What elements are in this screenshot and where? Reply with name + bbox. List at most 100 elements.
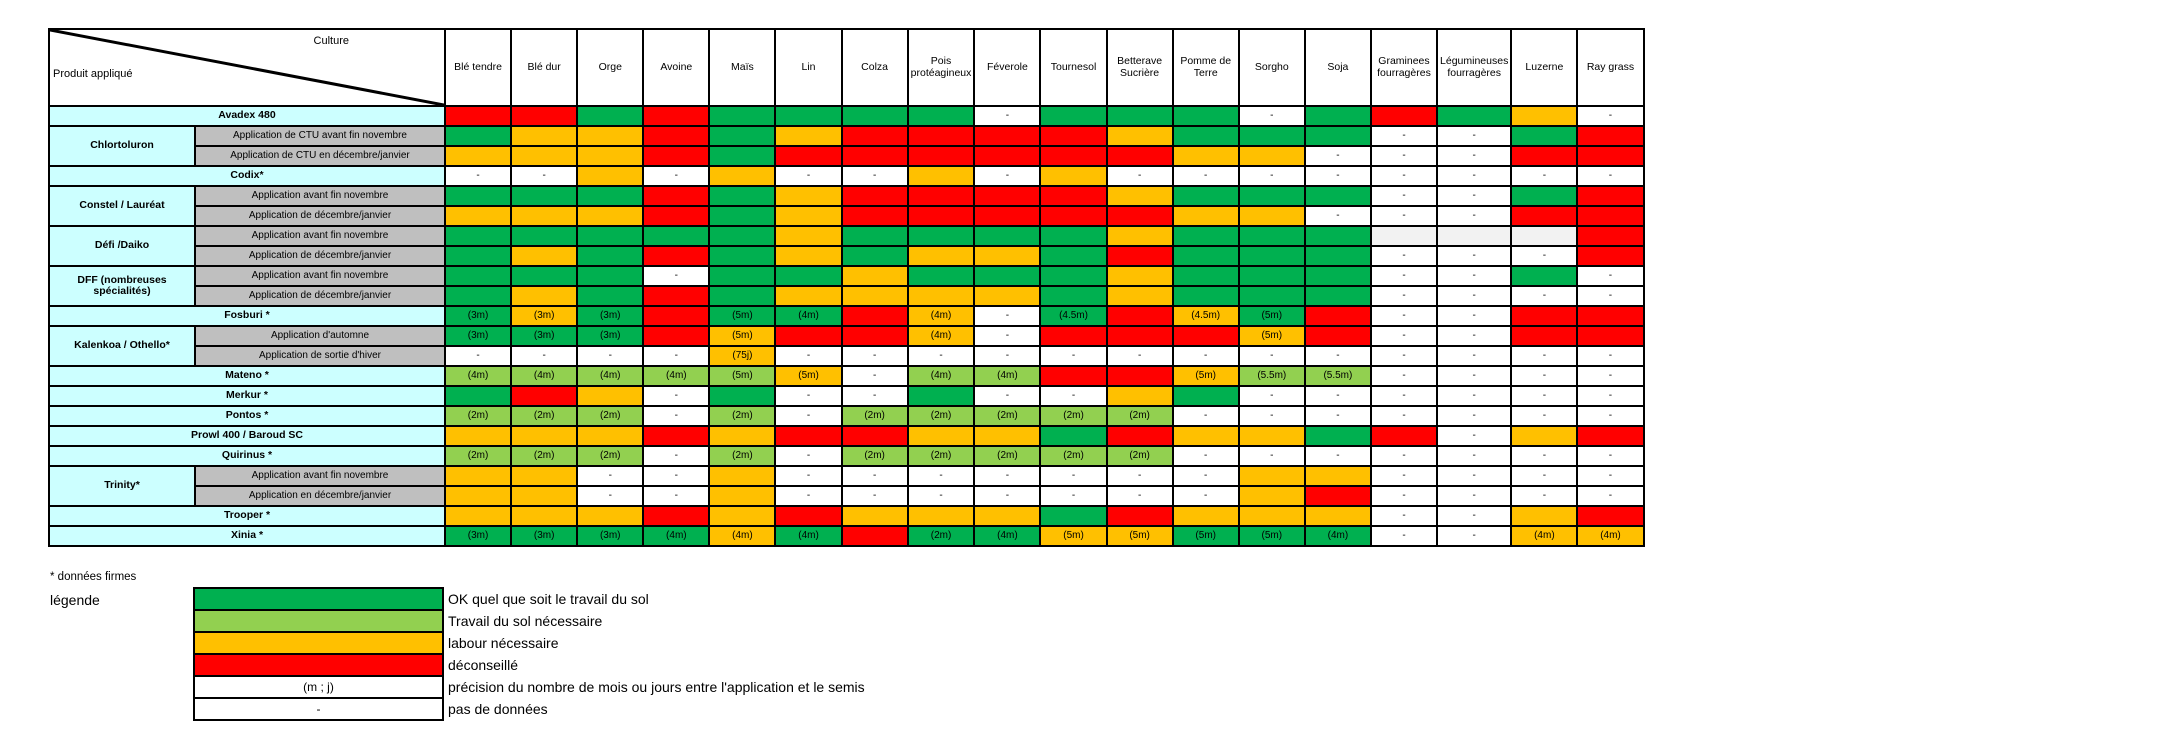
- compatibility-cell: [443, 245, 513, 267]
- compatibility-cell: (4m): [774, 525, 843, 547]
- table-row: Quirinus * (2m) (2m) (2m) - (2m) - (2m) (2m) (2m)…: [48, 445, 1645, 467]
- compatibility-cell: -: [1436, 505, 1513, 527]
- compatibility-cell: (3m): [443, 325, 513, 347]
- compatibility-cell: (2m): [973, 445, 1042, 467]
- compatibility-cell: [708, 185, 777, 207]
- compatibility-cell: [642, 425, 711, 447]
- compatibility-cell: -: [1369, 365, 1439, 387]
- compatibility-cell: [708, 165, 777, 187]
- compatibility-cell: (2m): [1039, 405, 1108, 427]
- compatibility-cell: (4m): [510, 365, 579, 387]
- compatibility-cell: [1436, 225, 1513, 247]
- compatibility-cell: [906, 385, 976, 407]
- table-row: Défi /Daiko Application avant fin novembr…: [48, 225, 1645, 267]
- compatibility-cell: -: [1171, 405, 1240, 427]
- product-name: Codix*: [48, 165, 446, 187]
- product-name: Kalenkoa / Othello*: [48, 325, 196, 367]
- compatibility-cell: [1576, 245, 1645, 267]
- compatibility-cell: (5m): [708, 325, 777, 347]
- compatibility-cell: -: [642, 385, 711, 407]
- table-row: Pontos * (2m) (2m) (2m) - (2m) - (2m) (2m) (2m) (2…: [48, 405, 1645, 427]
- compatibility-cell: -: [1171, 165, 1240, 187]
- table-row: Merkur * - - - - - - - - - - -: [48, 385, 1645, 407]
- compatibility-cell: (5m): [1237, 305, 1306, 327]
- compatibility-cell: -: [1369, 445, 1439, 467]
- compatibility-cell: -: [1369, 125, 1439, 147]
- compatibility-cell: [443, 485, 513, 507]
- compatibility-cell: [1237, 205, 1306, 227]
- crop-column-header: Betterave Sucrière: [1105, 28, 1174, 107]
- legend-swatch: (m ; j): [193, 675, 444, 699]
- compatibility-cell: [1039, 145, 1108, 167]
- compatibility-cell: -: [1369, 205, 1439, 227]
- table-row: DFF (nombreuses spécialités) Application …: [48, 265, 1645, 307]
- compatibility-cell: -: [1171, 345, 1240, 367]
- compatibility-cell: (2m): [510, 405, 579, 427]
- application-timing: Application de sortie d'hiver: [194, 345, 446, 367]
- compatibility-cell: (2m): [510, 445, 579, 467]
- compatibility-cell: -: [1436, 345, 1513, 367]
- compatibility-cell: -: [1436, 245, 1513, 267]
- compatibility-cell: [510, 505, 579, 527]
- compatibility-cell: [774, 125, 843, 147]
- compatibility-cell: [774, 245, 843, 267]
- compatibility-cell: -: [1576, 285, 1645, 307]
- legend-swatch: [193, 653, 444, 677]
- compatibility-cell: -: [1436, 265, 1513, 287]
- compatibility-cell: [1039, 225, 1108, 247]
- compatibility-cell: -: [1576, 345, 1645, 367]
- compatibility-cell: [576, 505, 645, 527]
- compatibility-cell: -: [1576, 165, 1645, 187]
- legend-title: légende: [50, 592, 100, 608]
- compatibility-cell: [973, 265, 1042, 287]
- compatibility-cell: -: [906, 485, 976, 507]
- compatibility-cell: -: [1105, 465, 1174, 487]
- compatibility-cell: -: [906, 345, 976, 367]
- compatibility-cell: (5m): [1105, 525, 1174, 547]
- compatibility-cell: [1039, 425, 1108, 447]
- application-timing: Application de décembre/janvier: [194, 285, 446, 307]
- product-name: Avadex 480: [48, 105, 446, 127]
- compatibility-cell: -: [1576, 405, 1645, 427]
- compatibility-cell: [906, 285, 976, 307]
- compatibility-cell: -: [1436, 305, 1513, 327]
- table-row: Application de décembre/janvier - - -: [49, 205, 1645, 227]
- compatibility-cell: [1105, 365, 1174, 387]
- compatibility-cell: [973, 245, 1042, 267]
- compatibility-cell: [1237, 505, 1306, 527]
- compatibility-cell: [1039, 165, 1108, 187]
- application-timing: Application avant fin novembre: [194, 185, 446, 207]
- compatibility-cell: -: [1436, 165, 1513, 187]
- compatibility-cell: -: [1105, 345, 1174, 367]
- table-row: Codix* - - - - - - - - - - - - - -: [48, 165, 1645, 187]
- crop-column-header: Légumineuses fourragères: [1436, 28, 1513, 107]
- compatibility-cell: [1510, 425, 1579, 447]
- compatibility-cell: [1237, 185, 1306, 207]
- compatibility-cell: [906, 245, 976, 267]
- table-row: Fosburi * (3m) (3m) (3m) (5m) (4m) (4m) - (4.5m)…: [48, 305, 1645, 327]
- compatibility-cell: -: [1369, 305, 1439, 327]
- compatibility-cell: (4m): [642, 525, 711, 547]
- compatibility-cell: [642, 305, 711, 327]
- compatibility-cell: -: [840, 345, 909, 367]
- table-row: Application de CTU en décembre/janvier - -…: [49, 145, 1645, 167]
- compatibility-cell: [576, 385, 645, 407]
- compatibility-cell: (4m): [1510, 525, 1579, 547]
- compatibility-cell: [774, 205, 843, 227]
- compatibility-cell: [906, 265, 976, 287]
- compatibility-cell: -: [1105, 165, 1174, 187]
- compatibility-cell: [1510, 325, 1579, 347]
- crop-column-header: Orge: [576, 28, 645, 107]
- product-name: Mateno *: [48, 365, 446, 387]
- compatibility-cell: -: [1039, 485, 1108, 507]
- compatibility-cell: [1510, 125, 1579, 147]
- compatibility-cell: -: [1039, 385, 1108, 407]
- compatibility-cell: -: [774, 485, 843, 507]
- compatibility-cell: -: [1436, 185, 1513, 207]
- compatibility-cell: -: [906, 465, 976, 487]
- crop-column-header: Colza: [840, 28, 909, 107]
- compatibility-cell: [510, 485, 579, 507]
- compatibility-cell: (2m): [443, 445, 513, 467]
- product-name: Pontos *: [48, 405, 446, 427]
- compatibility-cell: -: [1303, 165, 1372, 187]
